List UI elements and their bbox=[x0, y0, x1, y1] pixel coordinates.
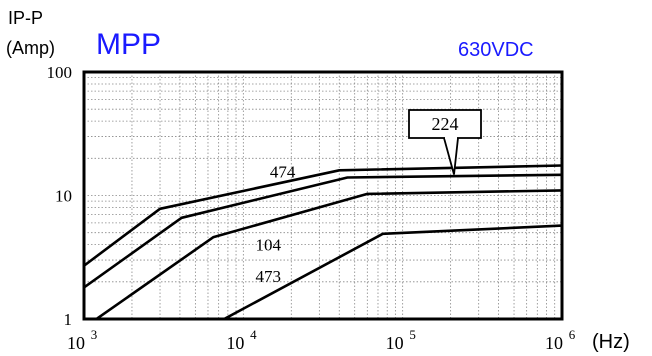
series-line-474 bbox=[84, 173, 562, 289]
y-tick-label: 10 bbox=[55, 187, 72, 206]
y-tick-label: 100 bbox=[47, 63, 73, 82]
callout-pointer bbox=[443, 137, 459, 175]
x-tick-exponent: 4 bbox=[250, 327, 257, 342]
y-tick-labels: 1 10 100 bbox=[47, 63, 73, 329]
callout-label: 224 bbox=[432, 114, 459, 134]
voltage-label: 630VDC bbox=[458, 39, 534, 61]
series-label-473: 473 bbox=[255, 267, 281, 286]
y-axis-label-line1: IP-P bbox=[8, 8, 43, 28]
x-tick-labels: 10 3 10 4 10 5 10 6 bbox=[67, 327, 576, 353]
series-lines bbox=[84, 164, 562, 319]
y-tick-label: 1 bbox=[64, 310, 73, 329]
x-tick-exponent: 3 bbox=[91, 327, 98, 342]
series-line-104 bbox=[94, 189, 562, 319]
x-tick-exponent: 6 bbox=[569, 327, 576, 342]
x-tick-exponent: 5 bbox=[409, 327, 416, 342]
grid bbox=[84, 72, 562, 319]
x-tick-label: 10 bbox=[226, 333, 244, 353]
x-tick-label: 10 bbox=[386, 333, 404, 353]
series-line-473 bbox=[221, 224, 562, 319]
plot-frame bbox=[82, 70, 564, 321]
x-axis-unit-label: (Hz) bbox=[592, 331, 630, 353]
callout-box bbox=[408, 109, 482, 139]
callout-224: 224 bbox=[408, 109, 482, 175]
y-axis-label-line2: (Amp) bbox=[6, 38, 55, 58]
series-label-104: 104 bbox=[255, 235, 281, 254]
series-labels: 474 104 473 bbox=[255, 162, 295, 285]
series-line-224 bbox=[84, 164, 562, 267]
series-label-474: 474 bbox=[270, 162, 296, 181]
chart-title: MPP bbox=[96, 28, 161, 61]
x-tick-label: 10 bbox=[545, 333, 563, 353]
x-tick-label: 10 bbox=[67, 333, 85, 353]
